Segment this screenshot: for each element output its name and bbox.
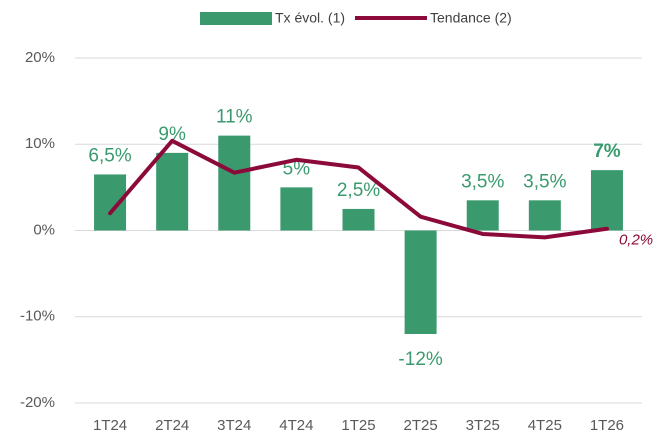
bar-label: 2,5% bbox=[337, 180, 380, 201]
bar-label: 11% bbox=[216, 107, 253, 128]
legend-swatch bbox=[200, 12, 272, 25]
x-tick-label: 3T25 bbox=[466, 417, 500, 434]
bar bbox=[590, 170, 623, 231]
legend-label: Tx évol. (1) bbox=[275, 10, 345, 26]
x-tick-label: 1T24 bbox=[93, 417, 127, 434]
x-tick-label: 3T24 bbox=[217, 417, 251, 434]
bar bbox=[156, 152, 189, 231]
bar bbox=[404, 230, 437, 334]
y-tick-label: -20% bbox=[20, 394, 55, 411]
bar bbox=[342, 208, 375, 231]
bar-label: 9% bbox=[158, 124, 186, 145]
bar bbox=[280, 187, 313, 231]
bar-label: 3,5% bbox=[523, 171, 566, 192]
x-tick-label: 4T25 bbox=[528, 417, 562, 434]
x-tick-label: 2T24 bbox=[155, 417, 189, 434]
bar bbox=[528, 200, 561, 231]
y-tick-label: 20% bbox=[25, 49, 55, 66]
y-tick-label: -10% bbox=[20, 308, 55, 325]
x-tick-label: 4T24 bbox=[279, 417, 313, 434]
y-tick-label: 0% bbox=[33, 221, 55, 238]
bar-label: 5% bbox=[283, 158, 311, 179]
bar-label: 7% bbox=[593, 141, 621, 162]
x-tick-label: 1T26 bbox=[590, 417, 624, 434]
bar bbox=[218, 135, 251, 231]
x-tick-label: 2T25 bbox=[404, 417, 438, 434]
line-label: 0,2% bbox=[619, 232, 653, 249]
legend-label: Tendance (2) bbox=[430, 10, 512, 26]
y-tick-label: 10% bbox=[25, 135, 55, 152]
bar-label: 6,5% bbox=[88, 145, 131, 166]
bar-label: -12% bbox=[398, 349, 442, 370]
trend-line bbox=[108, 138, 609, 240]
x-tick-label: 1T25 bbox=[341, 417, 375, 434]
bar-label: 3,5% bbox=[461, 171, 504, 192]
bar bbox=[466, 200, 499, 231]
